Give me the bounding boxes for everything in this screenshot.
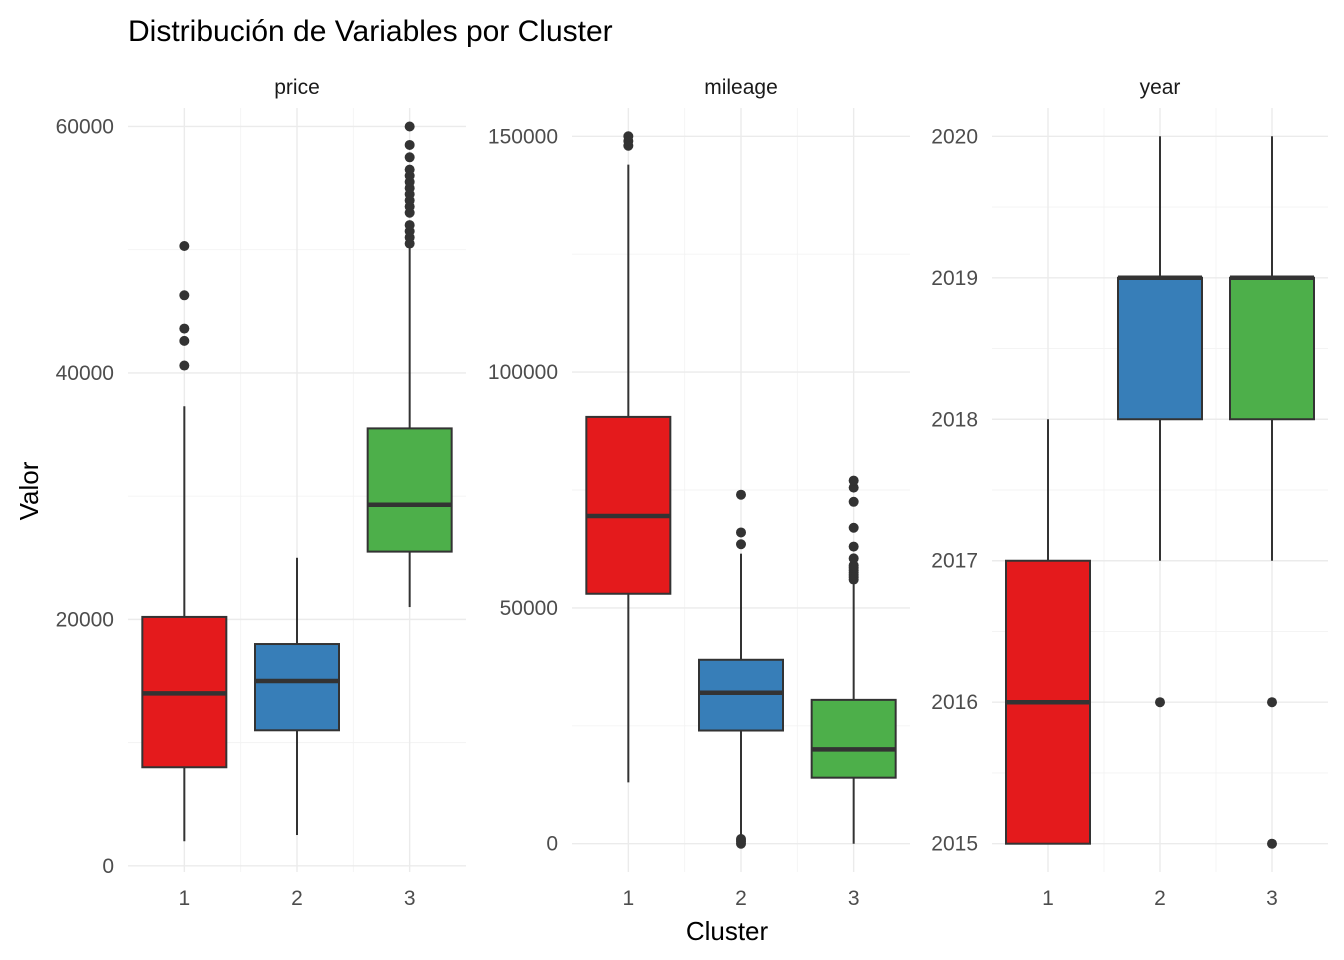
outlier-point bbox=[736, 527, 746, 538]
outlier-point bbox=[404, 164, 415, 175]
panels-layer: 0 20000 40000 60000 1 2 3 price 0 50000 100000 1500… bbox=[56, 76, 1328, 910]
y-tick-label: 20000 bbox=[56, 608, 114, 631]
iqr-box bbox=[585, 415, 672, 595]
outlier-point bbox=[736, 833, 746, 844]
box-cluster-3 bbox=[1229, 136, 1315, 849]
outlier-point bbox=[179, 323, 190, 334]
outlier-point bbox=[1267, 697, 1277, 708]
outlier-point bbox=[848, 475, 859, 486]
y-tick-label: 2019 bbox=[931, 267, 978, 290]
y-axis-title: Valor bbox=[14, 461, 44, 520]
y-tick-label: 150000 bbox=[488, 125, 558, 148]
facet-label-year: year bbox=[1140, 76, 1181, 99]
x-tick-label: 2 bbox=[291, 887, 303, 910]
panel-mileage: 0 50000 100000 150000 1 2 3 mileage bbox=[488, 76, 910, 910]
outlier-point bbox=[848, 553, 859, 564]
y-tick-label: 50000 bbox=[500, 597, 558, 620]
outlier-point bbox=[1155, 697, 1165, 708]
box-cluster-2 bbox=[1117, 136, 1203, 708]
x-tick-label: 3 bbox=[848, 887, 860, 910]
facet-label-mileage: mileage bbox=[704, 76, 778, 99]
y-tick-label: 60000 bbox=[56, 115, 114, 138]
iqr-box bbox=[254, 643, 340, 732]
iqr-box bbox=[1229, 276, 1315, 421]
box-cluster-3 bbox=[810, 475, 897, 844]
box-cluster-2 bbox=[254, 557, 340, 836]
x-tick-label: 3 bbox=[404, 887, 416, 910]
outlier-point bbox=[848, 482, 859, 493]
y-tick-label: 100000 bbox=[488, 361, 558, 384]
outlier-point bbox=[736, 489, 746, 500]
x-tick-label: 2 bbox=[1154, 887, 1166, 910]
chart-title: Distribución de Variables por Cluster bbox=[128, 15, 613, 48]
box-cluster-1 bbox=[585, 131, 672, 783]
outlier-point bbox=[848, 522, 859, 533]
x-tick-label: 1 bbox=[1042, 887, 1054, 910]
box-cluster-1 bbox=[141, 241, 228, 842]
y-tick-label: 2017 bbox=[931, 550, 978, 573]
box-cluster-2 bbox=[698, 489, 784, 849]
x-axis-title: Cluster bbox=[686, 916, 769, 946]
outlier-point bbox=[404, 121, 415, 132]
outlier-point bbox=[1267, 838, 1277, 849]
y-tick-label: 2020 bbox=[931, 125, 978, 148]
x-tick-label: 1 bbox=[622, 887, 634, 910]
y-tick-label: 40000 bbox=[56, 362, 114, 385]
outlier-point bbox=[404, 139, 415, 150]
outlier-point bbox=[848, 496, 859, 507]
outlier-point bbox=[179, 241, 190, 252]
x-tick-label: 1 bbox=[178, 887, 190, 910]
box-cluster-3 bbox=[366, 121, 453, 608]
outlier-point bbox=[623, 131, 634, 142]
iqr-box bbox=[366, 427, 453, 553]
outlier-point bbox=[848, 560, 859, 571]
outlier-point bbox=[179, 360, 190, 371]
box-cluster-1 bbox=[1005, 419, 1091, 845]
outlier-point bbox=[736, 539, 746, 550]
iqr-box bbox=[810, 698, 897, 779]
iqr-box bbox=[698, 658, 784, 732]
y-tick-label: 2015 bbox=[931, 833, 978, 856]
outlier-point bbox=[404, 220, 415, 231]
iqr-box bbox=[1117, 276, 1203, 421]
facet-label-price: price bbox=[274, 76, 320, 99]
x-tick-label: 2 bbox=[735, 887, 747, 910]
panel-year: 2015 2016 2017 2018 2019 2020 1 2 3 year bbox=[931, 76, 1328, 910]
y-tick-label: 0 bbox=[102, 855, 114, 878]
outlier-point bbox=[179, 335, 190, 346]
outlier-point bbox=[848, 541, 859, 552]
y-tick-label: 0 bbox=[546, 833, 558, 856]
panel-price: 0 20000 40000 60000 1 2 3 price bbox=[56, 76, 466, 910]
y-tick-label: 2018 bbox=[931, 408, 978, 431]
outlier-point bbox=[179, 290, 190, 301]
x-tick-label: 3 bbox=[1266, 887, 1278, 910]
y-tick-label: 2016 bbox=[931, 691, 978, 714]
outlier-point bbox=[404, 152, 415, 163]
